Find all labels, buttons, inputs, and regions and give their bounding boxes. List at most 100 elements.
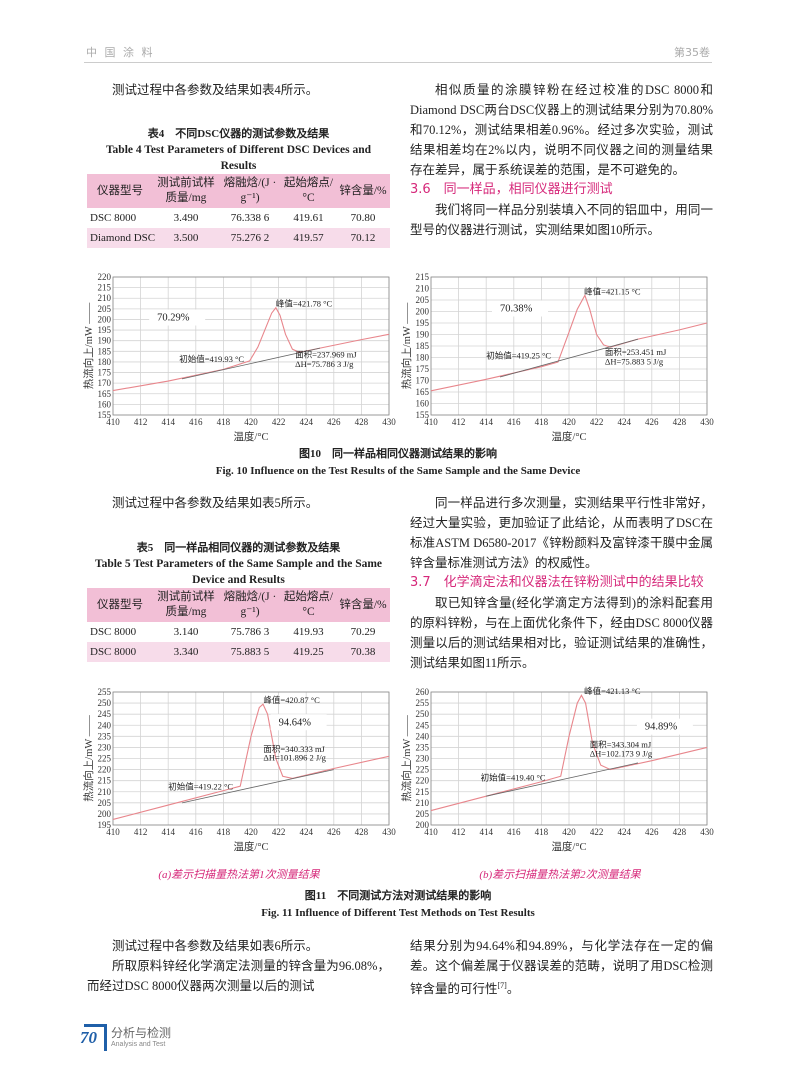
text: 结果分别为94.64%和94.89%，与化学法存在一定的偏差。这个偏差属于仪器误… xyxy=(410,939,713,997)
y-tick-label: 195 xyxy=(98,325,112,335)
table-cell: 70.38 xyxy=(336,642,390,662)
column-header: 起始熔点/°C xyxy=(281,588,336,622)
x-tick-label: 414 xyxy=(479,827,493,837)
paragraph: 结果分别为94.64%和94.89%，与化学法存在一定的偏差。这个偏差属于仪器误… xyxy=(410,936,713,999)
section-heading: 3.7 化学滴定法和仪器法在锌粉测试中的结果比较 xyxy=(410,575,704,590)
table-cell: DSC 8000 xyxy=(90,212,137,224)
table-header-row: 仪器型号 测试前试样质量/mg 熔融焓/(J · g⁻¹) 起始熔点/°C 锌含量/% xyxy=(87,588,390,622)
x-tick-label: 424 xyxy=(617,827,631,837)
table-cell: 70.80 xyxy=(350,212,376,224)
x-axis-label: 温度/°C xyxy=(551,430,586,443)
y-tick-label: 205 xyxy=(416,295,430,305)
x-tick-label: 414 xyxy=(479,417,493,427)
y-tick-label: 235 xyxy=(98,731,112,741)
y-axis-label: 热流向上/mW —— xyxy=(82,715,95,802)
footer-section-cn: 分析与检测 xyxy=(111,1026,172,1040)
table-row: DSC 8000 3.140 75.786 3 419.93 70.29 xyxy=(87,622,390,642)
table-row: DSC 8000 3.340 75.883 5 419.25 70.38 xyxy=(87,642,390,662)
y-axis-label: 热流向上/mW —— xyxy=(400,715,413,802)
right-column-2: 同一样品进行多次测量，实测结果平行性非常好，经过大量实验，更加验证了此结论，从而… xyxy=(410,493,713,673)
y-tick-label: 250 xyxy=(416,709,430,719)
baseline-line xyxy=(181,347,321,380)
volume: 第35卷 xyxy=(674,46,710,59)
y-axis-label: 热流向上/mW —— xyxy=(400,302,413,389)
x-tick-label: 422 xyxy=(590,827,604,837)
y-tick-label: 170 xyxy=(416,376,430,386)
annotation: 初始值=419.25 °C xyxy=(486,351,551,361)
percent-label: 70.38% xyxy=(500,304,533,315)
x-tick-label: 418 xyxy=(217,827,231,837)
plot-frame xyxy=(430,276,708,416)
x-axis-label: 温度/°C xyxy=(551,840,586,853)
x-tick-label: 416 xyxy=(189,827,203,837)
data-table: 仪器型号 测试前试样质量/mg 熔融焓/(J · g⁻¹) 起始熔点/°C 锌含量/% D… xyxy=(87,588,390,662)
paragraph: 相似质量的涂膜锌粉在经过校准的DSC 8000和Diamond DSC两台DSC… xyxy=(410,83,713,177)
data-table: 仪器型号 测试前试样质量/mg 熔融焓/(J · g⁻¹) 起始熔点/°C 锌含量/% D… xyxy=(87,174,390,248)
y-tick-label: 155 xyxy=(416,410,430,420)
label-box xyxy=(636,718,693,735)
x-tick-label: 410 xyxy=(106,417,120,427)
citation[interactable]: [7] xyxy=(497,981,507,990)
subcaption-b: (b)差示扫描量热法第2次测量结果 xyxy=(479,869,641,881)
annotation: 面积=343.304 mJ xyxy=(590,739,652,749)
paragraph: 取已知锌含量(经化学滴定方法得到)的涂料配套用的原料锌粉，与在上面优化条件下，经… xyxy=(410,596,713,670)
x-tick-label: 412 xyxy=(134,417,148,427)
y-tick-label: 210 xyxy=(416,284,430,294)
x-tick-label: 424 xyxy=(299,417,313,427)
paragraph: 测试过程中各参数及结果如表6所示。 xyxy=(112,939,319,953)
paragraph: 同一样品进行多次测量，实测结果平行性非常好，经过大量实验，更加验证了此结论，从而… xyxy=(410,496,713,570)
x-tick-label: 416 xyxy=(507,827,521,837)
label-box xyxy=(270,714,327,731)
dsc-curve xyxy=(430,694,708,812)
text: 。 xyxy=(506,982,520,997)
baseline-line xyxy=(486,762,639,797)
x-tick-label: 414 xyxy=(161,417,175,427)
x-tick-label: 424 xyxy=(299,827,313,837)
page-marker xyxy=(84,1024,107,1051)
paragraph: 我们将同一样品分别装填入不同的铝皿中，用同一型号的仪器进行测试，实测结果如图10… xyxy=(410,203,713,237)
column-header: 熔融焓/(J · g⁻¹) xyxy=(219,174,281,208)
percent-label: 70.29% xyxy=(157,313,190,324)
table-cell: 419.93 xyxy=(293,626,324,638)
x-tick-label: 416 xyxy=(189,417,203,427)
y-tick-label: 155 xyxy=(98,410,112,420)
y-tick-label: 220 xyxy=(416,776,430,786)
y-tick-label: 240 xyxy=(98,720,112,730)
y-tick-label: 215 xyxy=(416,272,430,282)
annotation: ΔH=101.896 2 J/g xyxy=(263,753,326,763)
y-tick-label: 220 xyxy=(98,272,112,282)
percent-label: 94.89% xyxy=(645,722,678,733)
y-tick-label: 210 xyxy=(416,798,430,808)
y-tick-label: 200 xyxy=(416,307,430,317)
y-tick-label: 250 xyxy=(98,698,112,708)
fig10-caption-en: Fig. 10 Influence on the Test Results of… xyxy=(215,465,581,477)
y-tick-label: 255 xyxy=(98,687,112,697)
right-column-1: 相似质量的涂膜锌粉在经过校准的DSC 8000和Diamond DSC两台DSC… xyxy=(410,80,713,240)
journal-name: 中 国 涂 料 xyxy=(86,46,155,59)
annotation: 初始值=419.22 °C xyxy=(168,782,233,792)
baseline-line xyxy=(181,769,334,804)
y-tick-label: 215 xyxy=(98,776,112,786)
annotation: 峰值=421.13 °C xyxy=(584,686,641,696)
y-tick-label: 200 xyxy=(98,314,112,324)
y-tick-label: 260 xyxy=(416,687,430,697)
y-tick-label: 190 xyxy=(416,330,430,340)
x-tick-label: 430 xyxy=(382,827,396,837)
y-tick-label: 230 xyxy=(416,754,430,764)
table-cell: 3.340 xyxy=(153,642,219,662)
column-header: 测试前试样质量/mg xyxy=(153,588,219,622)
x-tick-label: 428 xyxy=(355,827,369,837)
y-tick-label: 205 xyxy=(98,304,112,314)
y-tick-label: 180 xyxy=(416,353,430,363)
y-tick-label: 240 xyxy=(416,731,430,741)
table-cell: 3.490 xyxy=(173,212,199,224)
y-tick-label: 165 xyxy=(416,387,430,397)
table-5: 表5 同一样品相同仪器的测试参数及结果 Table 5 Test Paramet… xyxy=(87,540,390,662)
y-tick-label: 205 xyxy=(416,809,430,819)
x-tick-label: 428 xyxy=(673,417,687,427)
y-tick-label: 245 xyxy=(416,720,430,730)
table-cell: 3.500 xyxy=(153,228,219,248)
footer-section-en: Analysis and Test xyxy=(111,1041,166,1048)
left-column-3: 测试过程中各参数及结果如表6所示。 所取原料锌经化学滴定法测量的锌含量为96.0… xyxy=(87,936,390,996)
annotation: ΔH=75.786 3 J/g xyxy=(295,359,354,369)
